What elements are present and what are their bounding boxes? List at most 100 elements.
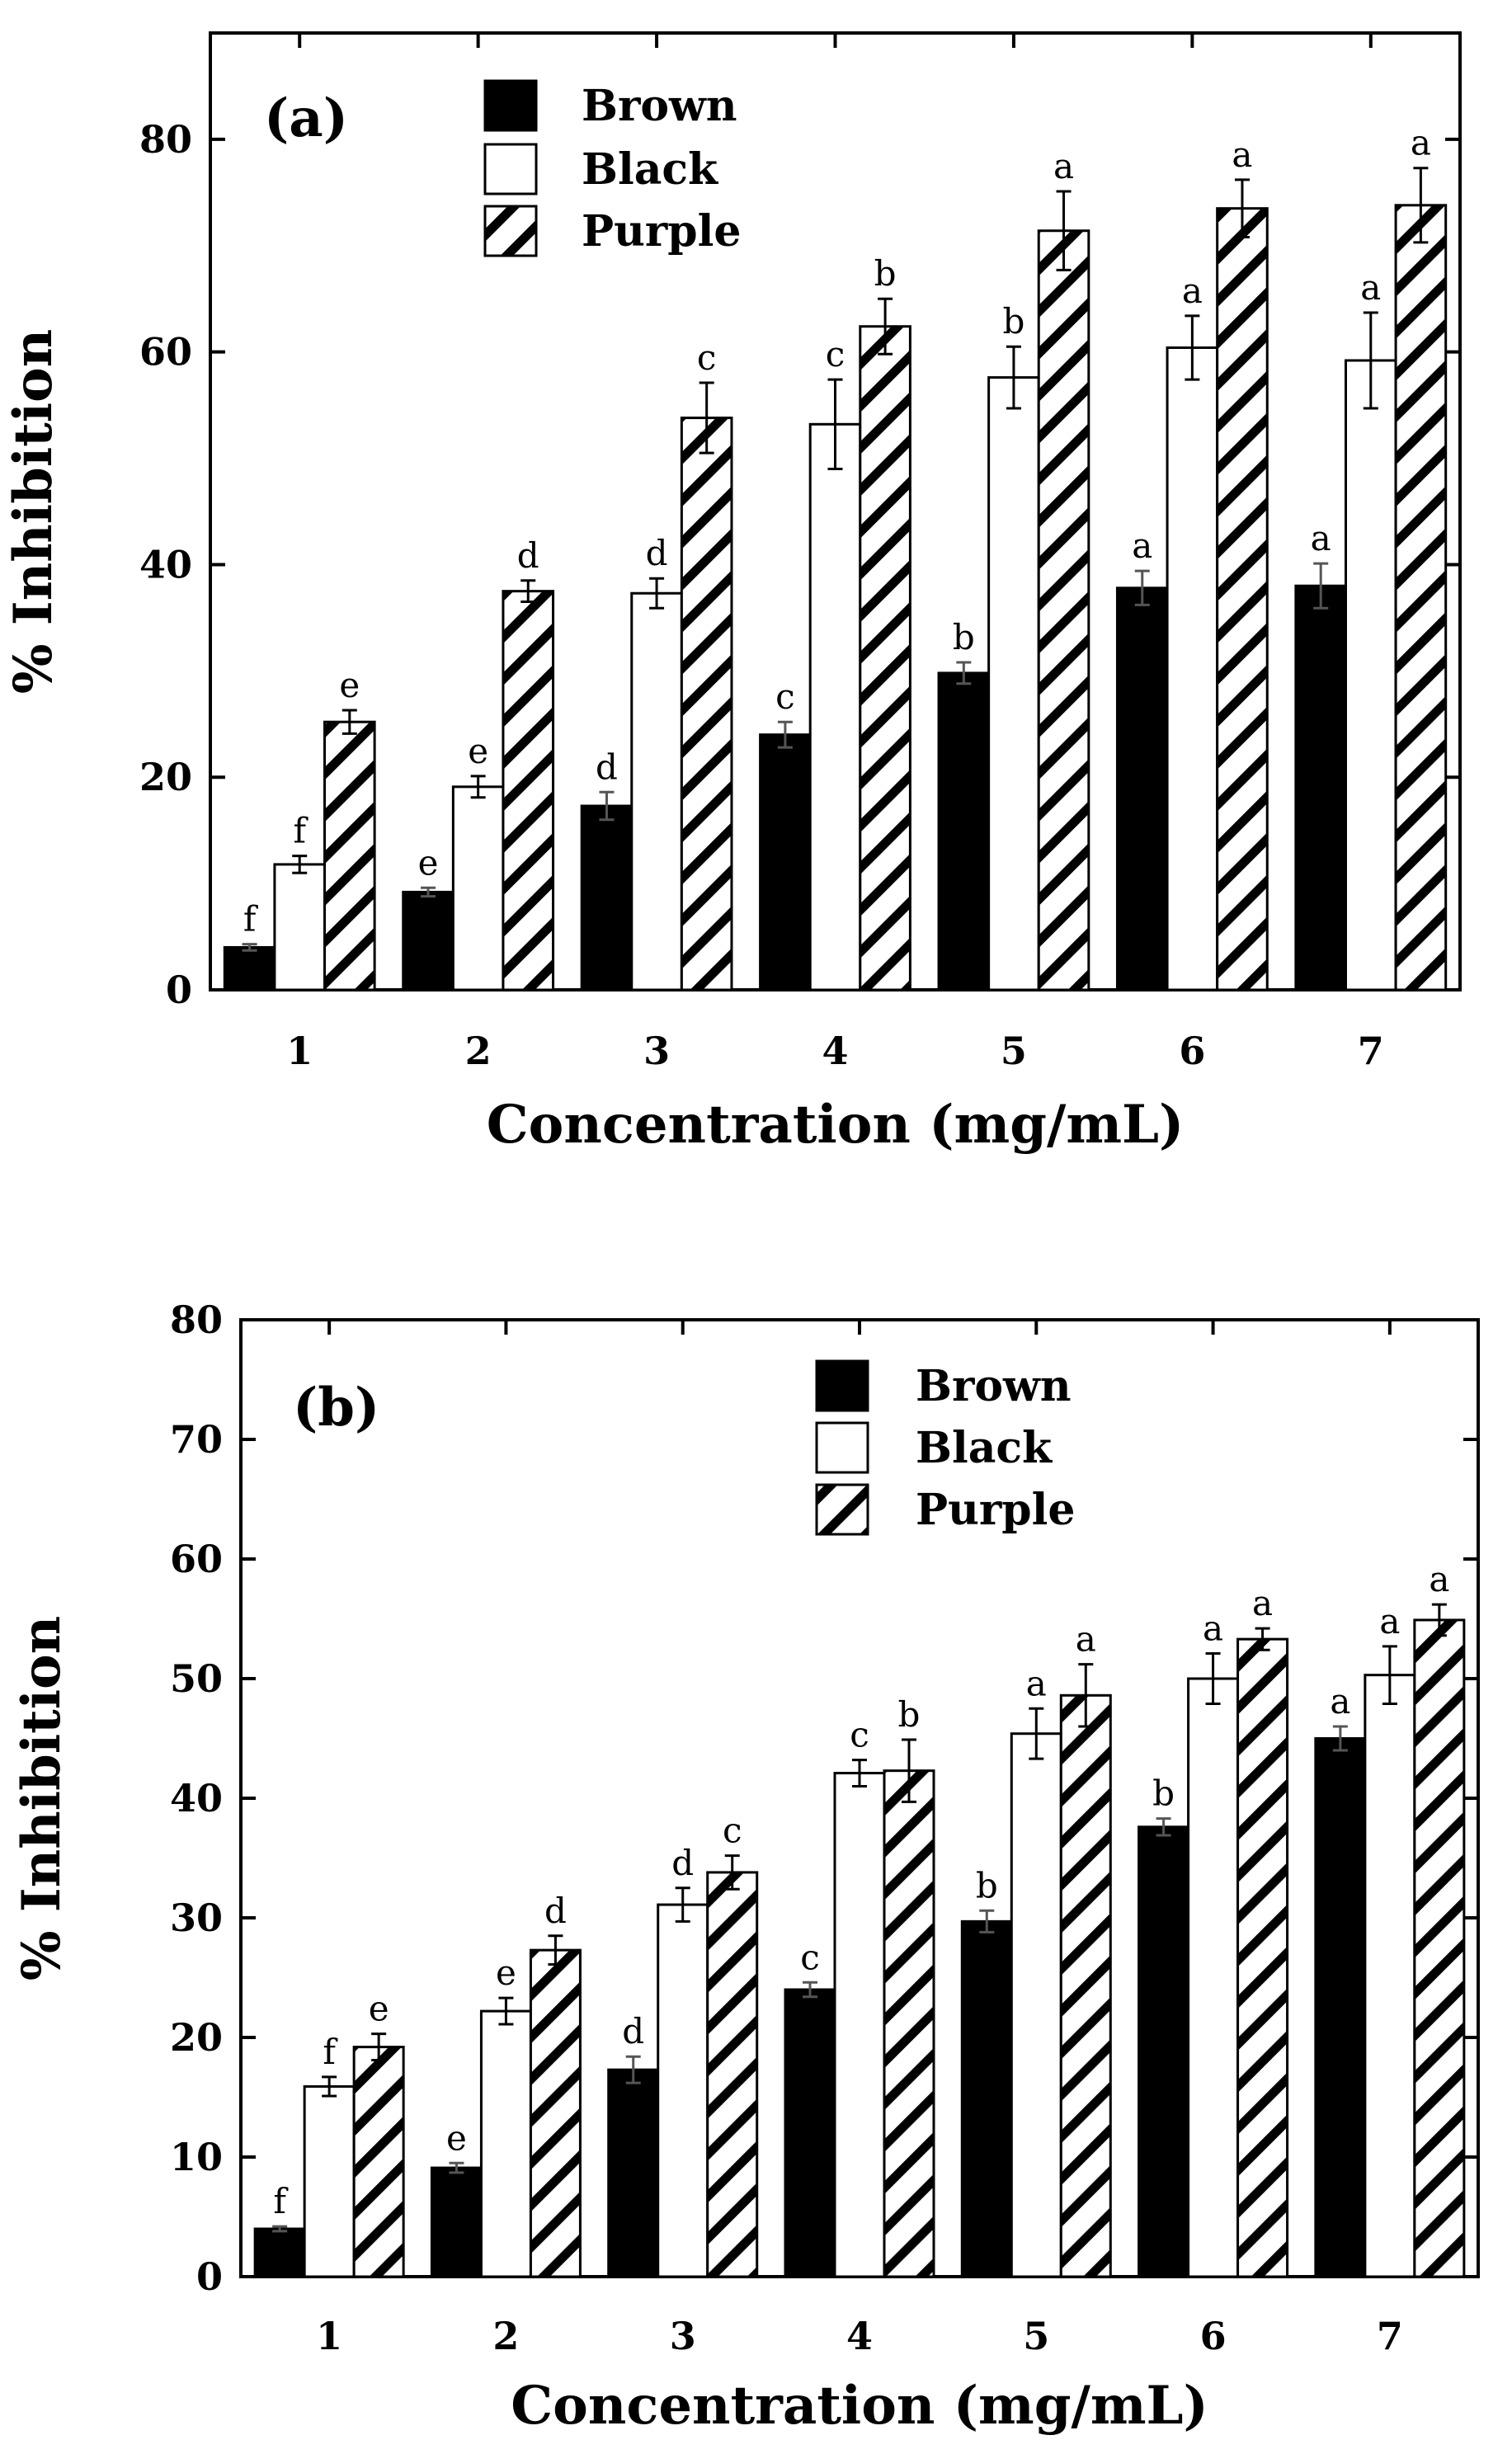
- x-tick-label-b: 5: [1023, 2314, 1049, 2358]
- panel-label-b: (b): [293, 1377, 379, 1439]
- significance-label-b: b: [1152, 1773, 1175, 1814]
- significance-label-b: d: [544, 1891, 567, 1931]
- legend-swatch-brown-b: [815, 1359, 869, 1412]
- bar-black-a: [630, 591, 683, 991]
- significance-label-a: a: [1182, 271, 1203, 311]
- significance-label-b: f: [323, 2032, 338, 2072]
- legend-swatch-black-a: [483, 143, 538, 195]
- significance-label-b: e: [446, 2117, 467, 2158]
- significance-label-a: e: [339, 665, 360, 705]
- significance-label-a: c: [697, 337, 717, 378]
- bar-purple-a: [1216, 207, 1269, 991]
- legend-label-brown-a: Brown: [582, 81, 737, 131]
- bar-purple-b: [1413, 1618, 1466, 2278]
- significance-label-b: a: [1076, 1619, 1096, 1660]
- bar-brown-b: [253, 2227, 306, 2278]
- legend-label-black-a: Black: [582, 144, 718, 195]
- significance-label-a: f: [293, 811, 309, 851]
- significance-label-a: d: [596, 747, 618, 787]
- bar-brown-a: [223, 945, 276, 991]
- bar-brown-a: [937, 671, 991, 991]
- x-tick-label-b: 7: [1377, 2314, 1403, 2358]
- y-axis-label-a: % Inhibition: [2, 329, 64, 695]
- bar-black-b: [479, 2009, 532, 2278]
- significance-label-a: f: [243, 899, 259, 940]
- significance-label-a: e: [418, 842, 439, 883]
- x-tick-label-b: 6: [1200, 2314, 1227, 2358]
- legend-label-purple-b: Purple: [916, 1485, 1076, 1535]
- bar-purple-b: [529, 1948, 582, 2278]
- significance-label-a: a: [1232, 134, 1252, 175]
- bar-black-a: [273, 863, 327, 991]
- significance-label-a: a: [1053, 146, 1074, 186]
- significance-label-b: e: [496, 1952, 516, 1993]
- x-tick-label-b: 4: [846, 2314, 873, 2358]
- significance-label-b: d: [622, 2011, 644, 2051]
- significance-label-a: b: [874, 253, 897, 294]
- bar-black-b: [657, 1903, 709, 2278]
- significance-label-a: d: [517, 535, 539, 576]
- significance-label-a: b: [1002, 301, 1024, 341]
- bar-purple-b: [1059, 1693, 1112, 2278]
- bar-brown-b: [1314, 1737, 1367, 2278]
- bar-black-b: [1187, 1677, 1240, 2278]
- x-tick-label-b: 3: [670, 2314, 696, 2358]
- significance-label-a: c: [775, 676, 795, 717]
- y-tick-label-a: 60: [139, 330, 192, 374]
- panel-label-a: (a): [264, 87, 348, 149]
- x-tick-label-a: 3: [643, 1029, 670, 1073]
- significance-label-a: a: [1132, 525, 1152, 566]
- x-tick-label-b: 2: [492, 2314, 519, 2358]
- bar-black-b: [1364, 1674, 1416, 2278]
- x-tick-label-a: 2: [465, 1029, 492, 1073]
- significance-label-b: e: [369, 1989, 389, 2029]
- bar-brown-a: [759, 733, 812, 991]
- bar-black-a: [451, 785, 505, 991]
- x-axis-label-a: Concentration (mg/mL): [487, 1094, 1185, 1156]
- significance-label-b: f: [273, 2181, 289, 2221]
- significance-label-a: a: [1411, 123, 1431, 163]
- bar-purple-a: [1037, 229, 1090, 991]
- bar-purple-b: [1236, 1637, 1289, 2278]
- bar-brown-a: [1294, 584, 1347, 991]
- significance-label-b: c: [800, 1937, 820, 1977]
- x-tick-label-a: 7: [1358, 1029, 1384, 1073]
- significance-label-b: a: [1026, 1663, 1047, 1703]
- bar-black-b: [1010, 1732, 1062, 2278]
- bar-purple-a: [1394, 204, 1448, 991]
- bar-black-a: [808, 422, 862, 991]
- bar-brown-a: [402, 890, 455, 991]
- bar-black-a: [987, 376, 1040, 991]
- x-tick-label-a: 6: [1179, 1029, 1205, 1073]
- significance-label-b: c: [850, 1715, 869, 1755]
- legend-swatch-brown-a: [483, 79, 538, 132]
- significance-label-b: a: [1379, 1601, 1400, 1641]
- bar-purple-a: [859, 325, 911, 991]
- bar-purple-a: [502, 590, 555, 991]
- y-tick-label-a: 20: [139, 755, 192, 799]
- legend-swatch-purple-b: [815, 1483, 869, 1536]
- x-tick-label-a: 1: [286, 1029, 313, 1073]
- bar-purple-a: [323, 720, 376, 991]
- significance-label-a: c: [826, 334, 845, 374]
- bar-black-b: [833, 1772, 886, 2278]
- y-tick-label-a: 0: [166, 968, 192, 1012]
- y-tick-label-b: 50: [170, 1656, 223, 1701]
- significance-label-b: b: [976, 1865, 998, 1905]
- legend-label-black-b: Black: [916, 1423, 1053, 1473]
- bar-brown-a: [1115, 586, 1169, 991]
- x-tick-label-a: 5: [1001, 1029, 1027, 1073]
- x-axis-label-b: Concentration (mg/mL): [511, 2375, 1208, 2437]
- bar-brown-b: [430, 2166, 483, 2278]
- y-tick-label-b: 70: [170, 1417, 223, 1462]
- y-tick-label-b: 20: [170, 2015, 223, 2060]
- significance-label-b: a: [1429, 1559, 1449, 1599]
- x-tick-label-a: 4: [822, 1029, 848, 1073]
- significance-label-b: a: [1330, 1681, 1350, 1722]
- y-axis-label-b: % Inhibition: [11, 1616, 73, 1981]
- legend-label-purple-a: Purple: [582, 206, 742, 257]
- chart-panel-a: 0 20 40 60 80 1 2 3 4 5 6 7 Concentration (mg/mL) % I…: [2, 31, 1462, 1156]
- significance-label-a: a: [1311, 518, 1331, 558]
- y-tick-label-a: 40: [139, 542, 192, 586]
